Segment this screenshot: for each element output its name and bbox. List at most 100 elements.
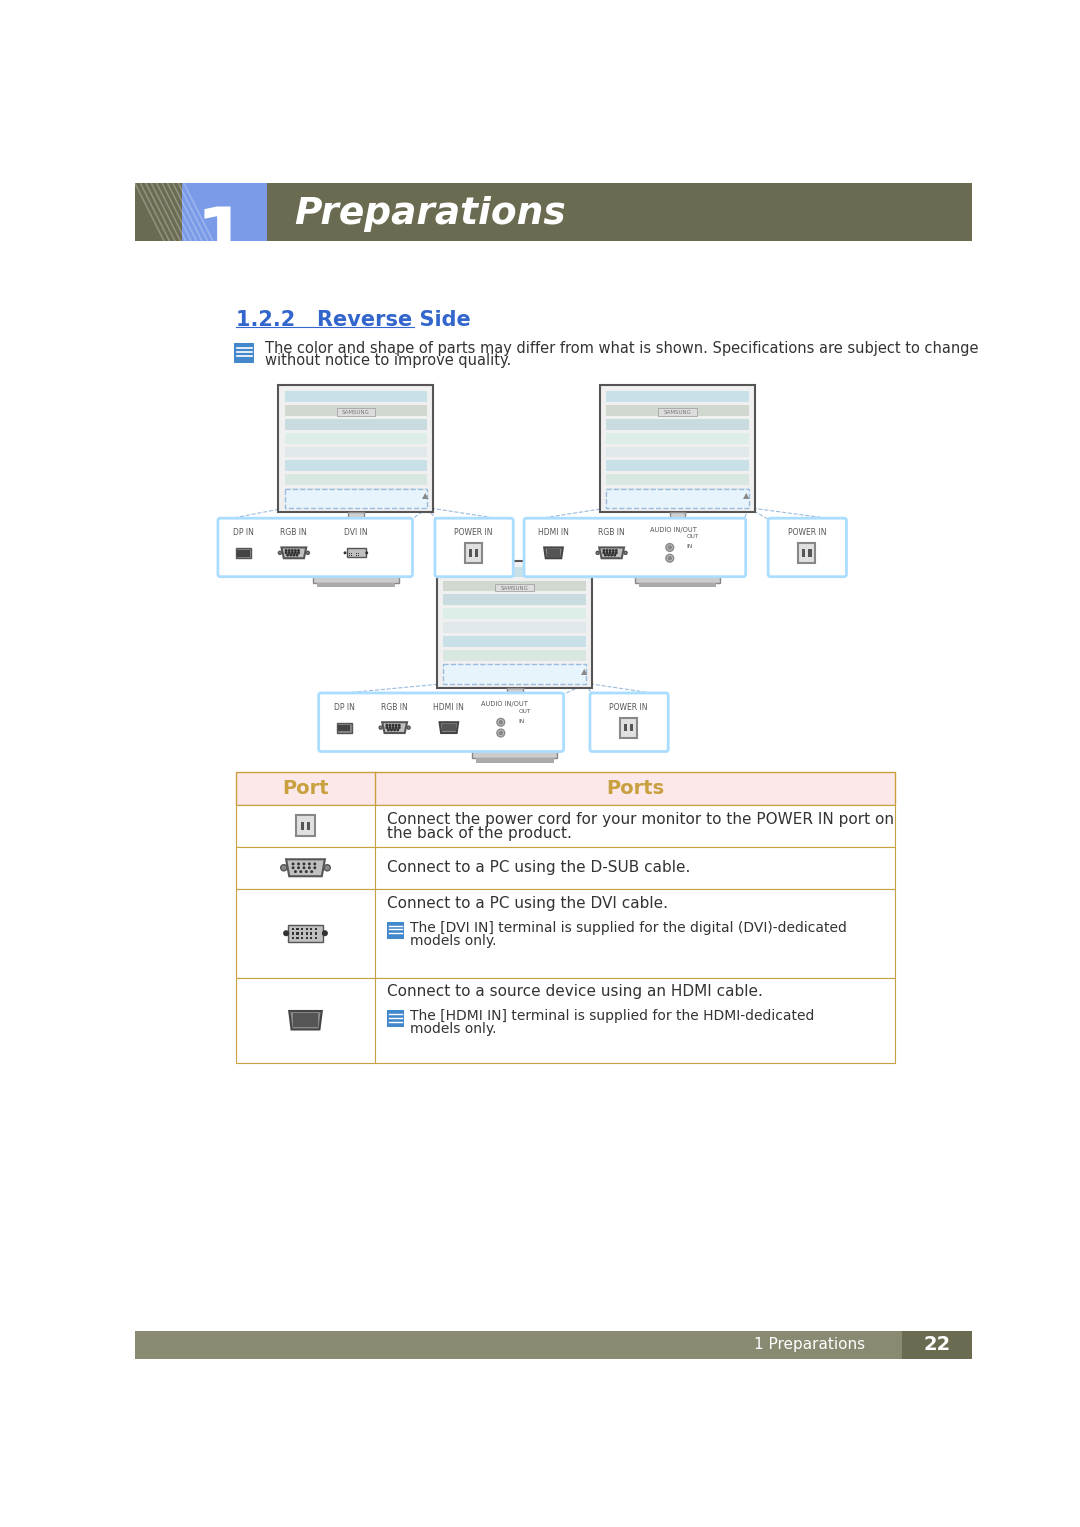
Circle shape (323, 931, 327, 936)
Text: The color and shape of parts may differ from what is shown. Specifications are s: The color and shape of parts may differ … (266, 342, 978, 356)
Circle shape (499, 721, 502, 724)
Text: RGB IN: RGB IN (281, 528, 307, 538)
FancyBboxPatch shape (606, 432, 748, 443)
Text: without notice to improve quality.: without notice to improve quality. (266, 353, 512, 368)
FancyBboxPatch shape (670, 512, 685, 567)
FancyBboxPatch shape (235, 805, 894, 847)
Circle shape (348, 527, 364, 542)
Circle shape (309, 863, 310, 864)
FancyBboxPatch shape (798, 542, 815, 563)
FancyBboxPatch shape (606, 475, 748, 486)
Circle shape (596, 551, 599, 554)
FancyBboxPatch shape (338, 724, 350, 731)
Circle shape (292, 553, 293, 554)
FancyBboxPatch shape (238, 550, 249, 557)
Circle shape (387, 724, 388, 727)
FancyBboxPatch shape (387, 1011, 404, 1028)
FancyBboxPatch shape (469, 550, 472, 557)
Text: POWER IN: POWER IN (609, 702, 648, 712)
FancyBboxPatch shape (348, 512, 364, 567)
FancyBboxPatch shape (444, 637, 586, 647)
Circle shape (287, 554, 288, 556)
FancyBboxPatch shape (590, 693, 669, 751)
Circle shape (603, 550, 605, 551)
Text: RGB IN: RGB IN (381, 702, 408, 712)
Circle shape (389, 724, 391, 727)
Circle shape (345, 524, 367, 547)
Circle shape (395, 724, 397, 727)
Circle shape (288, 553, 291, 554)
FancyBboxPatch shape (284, 475, 428, 486)
Text: The [DVI IN] terminal is supplied for the digital (DVI)-dedicated: The [DVI IN] terminal is supplied for th… (410, 921, 847, 935)
FancyBboxPatch shape (310, 928, 312, 930)
FancyBboxPatch shape (635, 567, 720, 583)
Circle shape (669, 547, 672, 550)
Circle shape (295, 870, 296, 872)
Circle shape (407, 727, 410, 730)
Circle shape (395, 727, 397, 728)
Circle shape (616, 553, 617, 554)
FancyBboxPatch shape (306, 928, 308, 930)
FancyBboxPatch shape (235, 847, 894, 889)
FancyBboxPatch shape (135, 183, 972, 241)
FancyBboxPatch shape (310, 933, 312, 935)
FancyBboxPatch shape (638, 583, 716, 588)
FancyBboxPatch shape (802, 550, 806, 557)
Circle shape (293, 863, 294, 864)
FancyBboxPatch shape (292, 933, 294, 935)
FancyBboxPatch shape (606, 489, 748, 499)
Circle shape (298, 867, 299, 869)
FancyBboxPatch shape (292, 938, 294, 939)
FancyBboxPatch shape (475, 550, 478, 557)
FancyBboxPatch shape (314, 933, 318, 935)
Circle shape (324, 864, 330, 870)
FancyBboxPatch shape (279, 385, 433, 512)
FancyBboxPatch shape (444, 580, 586, 591)
FancyBboxPatch shape (181, 183, 267, 295)
FancyBboxPatch shape (809, 550, 811, 557)
Circle shape (345, 553, 346, 554)
Circle shape (611, 554, 612, 556)
Text: Connect the power cord for your monitor to the POWER IN port on: Connect the power cord for your monitor … (387, 812, 894, 826)
FancyBboxPatch shape (496, 583, 535, 591)
FancyBboxPatch shape (293, 1014, 318, 1028)
FancyBboxPatch shape (337, 408, 375, 415)
FancyBboxPatch shape (631, 724, 633, 731)
Text: models only.: models only. (410, 1023, 497, 1037)
Circle shape (296, 554, 298, 556)
Circle shape (285, 553, 287, 554)
Circle shape (303, 863, 305, 864)
Circle shape (314, 863, 315, 864)
Circle shape (307, 551, 309, 554)
Circle shape (288, 550, 291, 551)
FancyBboxPatch shape (620, 718, 637, 738)
Text: DP IN: DP IN (334, 702, 354, 712)
FancyBboxPatch shape (307, 822, 310, 831)
FancyBboxPatch shape (476, 759, 554, 764)
Circle shape (293, 554, 295, 556)
Circle shape (300, 870, 301, 872)
FancyBboxPatch shape (444, 664, 586, 675)
FancyBboxPatch shape (235, 977, 894, 1063)
Circle shape (298, 863, 299, 864)
FancyBboxPatch shape (234, 342, 255, 362)
Circle shape (292, 550, 293, 551)
Circle shape (306, 870, 307, 872)
FancyBboxPatch shape (284, 446, 428, 458)
FancyBboxPatch shape (606, 405, 748, 415)
FancyBboxPatch shape (301, 822, 303, 831)
FancyBboxPatch shape (444, 567, 586, 577)
Circle shape (295, 553, 296, 554)
Polygon shape (289, 1011, 322, 1029)
FancyBboxPatch shape (296, 928, 298, 930)
Circle shape (391, 730, 392, 731)
FancyBboxPatch shape (284, 391, 428, 402)
Circle shape (399, 724, 400, 727)
Circle shape (314, 867, 315, 869)
Circle shape (670, 527, 685, 542)
Text: SAMSUNG: SAMSUNG (501, 586, 529, 591)
Circle shape (497, 730, 504, 738)
Text: SAMSUNG: SAMSUNG (663, 411, 691, 415)
Text: AUDIO IN/OUT: AUDIO IN/OUT (650, 527, 697, 533)
FancyBboxPatch shape (606, 446, 748, 458)
